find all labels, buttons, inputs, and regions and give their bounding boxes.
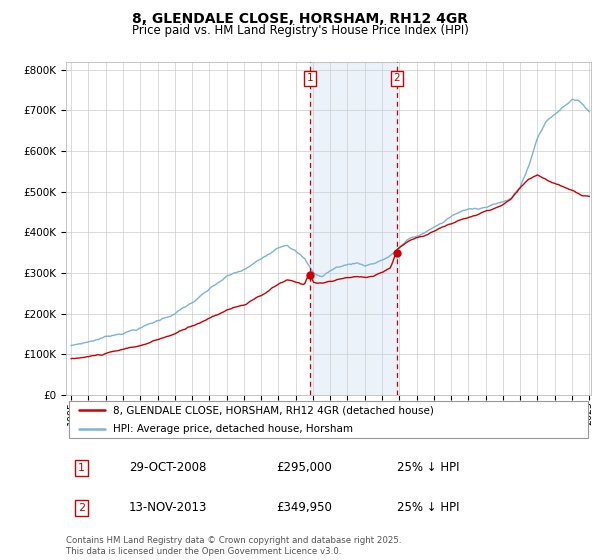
Text: 25% ↓ HPI: 25% ↓ HPI	[397, 501, 459, 514]
Text: Price paid vs. HM Land Registry's House Price Index (HPI): Price paid vs. HM Land Registry's House …	[131, 24, 469, 37]
Text: 2: 2	[78, 503, 85, 512]
Bar	[310, 62, 397, 395]
Text: 2: 2	[394, 73, 400, 83]
Text: £295,000: £295,000	[276, 461, 332, 474]
Text: 1: 1	[78, 463, 85, 473]
Text: 8, GLENDALE CLOSE, HORSHAM, RH12 4GR (detached house): 8, GLENDALE CLOSE, HORSHAM, RH12 4GR (de…	[113, 405, 434, 415]
Text: HPI: Average price, detached house, Horsham: HPI: Average price, detached house, Hors…	[113, 424, 353, 433]
Text: 8, GLENDALE CLOSE, HORSHAM, RH12 4GR: 8, GLENDALE CLOSE, HORSHAM, RH12 4GR	[132, 12, 468, 26]
Text: 13-NOV-2013: 13-NOV-2013	[129, 501, 208, 514]
Text: 1: 1	[307, 73, 313, 83]
Text: Contains HM Land Registry data © Crown copyright and database right 2025.
This d: Contains HM Land Registry data © Crown c…	[66, 536, 401, 556]
Text: 25% ↓ HPI: 25% ↓ HPI	[397, 461, 459, 474]
Text: 29-OCT-2008: 29-OCT-2008	[129, 461, 206, 474]
FancyBboxPatch shape	[68, 401, 589, 438]
Text: £349,950: £349,950	[276, 501, 332, 514]
